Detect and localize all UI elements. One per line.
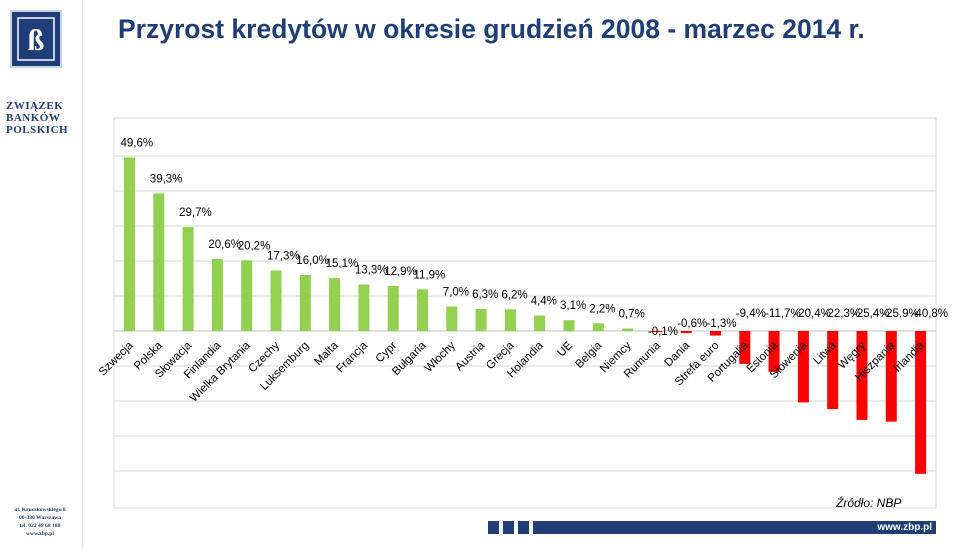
bar [241, 260, 253, 331]
address-line: 00-380 Warszawa [18, 515, 61, 521]
data-label: 0,7% [619, 309, 645, 321]
bar [710, 331, 721, 336]
bar [446, 306, 458, 331]
svg-text:ß: ß [28, 24, 45, 57]
bar [622, 328, 634, 331]
data-label: -40,8% [912, 308, 948, 320]
bar [563, 320, 575, 331]
data-label: -25,9% [882, 308, 918, 320]
data-label: 16,0% [296, 255, 329, 267]
bar [153, 193, 165, 331]
bar [124, 157, 135, 331]
category-label: Włochy [423, 339, 458, 374]
footer-bar-segment [503, 521, 514, 534]
bar [387, 285, 399, 331]
bar [856, 331, 868, 420]
bar [680, 331, 692, 334]
bar [797, 331, 809, 403]
data-label: 17,3% [267, 250, 300, 262]
footer-bar-segment [533, 521, 936, 534]
data-label: 4,4% [531, 296, 557, 308]
bar [768, 331, 780, 372]
bar [827, 331, 839, 410]
data-label: -25,4% [853, 308, 889, 320]
address-line: tel. 022 48 68 180 [19, 523, 61, 529]
data-label: 12,9% [384, 266, 417, 278]
source-note: Źródło: NBP [836, 496, 902, 510]
data-label: -0,6% [677, 318, 707, 330]
bar [651, 331, 663, 333]
data-label: 29,7% [179, 207, 212, 219]
bar [504, 309, 516, 331]
data-label: 13,3% [355, 264, 388, 276]
bar [475, 308, 487, 331]
footer-bar-segment [518, 521, 529, 534]
data-label: 11,9% [414, 269, 446, 281]
bar [270, 270, 282, 331]
logo-name: ZWIĄZEK BANKÓW POLSKICH [6, 100, 74, 136]
data-label: 2,2% [589, 303, 615, 315]
bar [182, 227, 194, 331]
data-label: 6,2% [501, 289, 527, 301]
data-label: 6,3% [472, 289, 498, 301]
plot-area-border [113, 117, 937, 509]
bar [358, 284, 370, 331]
bar [211, 258, 223, 331]
footer-bar [488, 521, 936, 534]
footer-bar-segment [488, 521, 499, 534]
address-line: ul. Kruczkowskiego 8 [14, 507, 66, 513]
footer-url: www.zbp.pl [877, 522, 932, 533]
category-label: Austria [453, 339, 487, 373]
data-label: -22,3% [824, 308, 860, 320]
bar [329, 278, 341, 331]
vertical-divider [82, 0, 83, 549]
data-label: 3,1% [560, 300, 586, 312]
data-label: 7,0% [443, 287, 469, 299]
category-label: Francja [334, 339, 370, 375]
data-label: -0,1% [648, 326, 678, 338]
logo-name-line: ZWIĄZEK [6, 100, 64, 112]
data-label: -9,4% [736, 308, 766, 320]
data-label: -20,4% [794, 308, 830, 320]
address-line: www.zbp.pl [26, 531, 54, 537]
bar [885, 331, 897, 422]
logo-name-line: POLSKICH [6, 124, 69, 136]
bar [417, 289, 428, 331]
page-title: Przyrost kredytów w okresie grudzień 200… [118, 14, 865, 44]
data-label: 20,2% [238, 240, 271, 252]
data-label: 20,6% [208, 239, 241, 251]
bar [534, 315, 546, 331]
zbp-logo: ß [10, 10, 62, 68]
contact-address: ul. Kruczkowskiego 8 00-380 Warszawa tel… [4, 506, 76, 538]
data-label: -1,3% [707, 318, 737, 330]
category-label: Cypr [374, 340, 400, 366]
data-labels: 49,6% 39,3% 29,7% 20,6%20,2%17,3%16,0%15,1%… [121, 137, 949, 338]
bar [739, 331, 751, 364]
data-label: 15,1% [326, 258, 359, 270]
bar [592, 323, 604, 331]
logo-name-line: BANKÓW [6, 112, 61, 124]
bar [915, 331, 927, 474]
category-label: Szwecja [97, 339, 136, 378]
data-label: -11,7% [765, 308, 801, 320]
category-label: UE [555, 339, 575, 359]
bars [124, 157, 927, 474]
data-label: 49,6% [121, 137, 154, 149]
bar [299, 275, 311, 331]
zbp-monogram-icon: ß [17, 17, 55, 61]
data-label: 39,3% [150, 173, 183, 185]
